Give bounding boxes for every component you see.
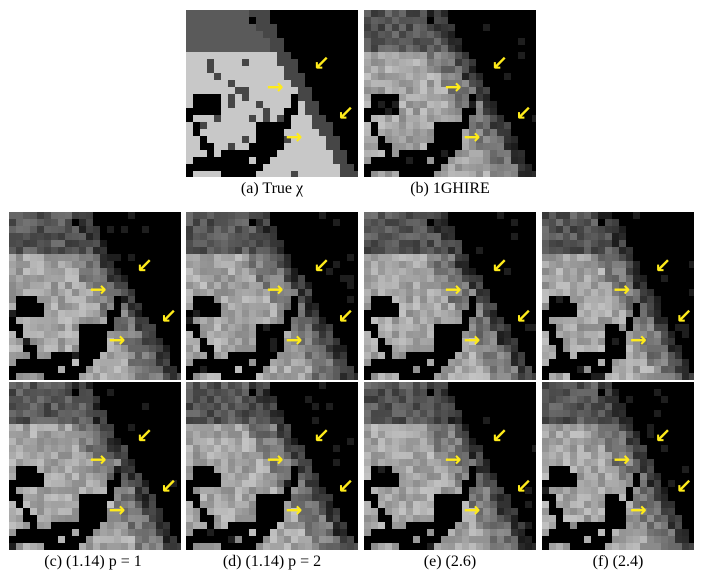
arrow-down-left-icon: ↙: [313, 423, 330, 447]
arrow-right-icon: →: [109, 497, 126, 521]
arrow-down-left-icon: ↙: [337, 304, 354, 328]
panel-f-top: → ↙ → ↙: [542, 212, 694, 380]
panel-image: → ↙ → ↙: [9, 212, 181, 380]
arrow-right-icon: →: [445, 75, 462, 99]
panel-c-bottom: → ↙ → ↙: [9, 382, 181, 550]
arrow-right-icon: →: [464, 497, 481, 521]
panel-f-bottom: → ↙ → ↙: [542, 382, 694, 550]
arrow-down-left-icon: ↙: [313, 253, 330, 277]
arrow-right-icon: →: [286, 497, 303, 521]
panel-image: → ↙ → ↙: [9, 382, 181, 550]
caption-b: (b) 1GHIRE: [410, 180, 490, 197]
arrow-right-icon: →: [464, 125, 481, 149]
panel-image: → ↙ → ↙: [364, 10, 536, 177]
arrow-down-left-icon: ↙: [515, 304, 532, 328]
arrow-down-left-icon: ↙: [491, 253, 508, 277]
arrow-right-icon: →: [630, 497, 647, 521]
panel-b-1ghire: → ↙ → ↙: [364, 10, 536, 177]
panel-image: → ↙ → ↙: [364, 212, 536, 380]
arrow-right-icon: →: [630, 327, 647, 351]
arrow-down-left-icon: ↙: [136, 253, 153, 277]
panel-c-top: → ↙ → ↙: [9, 212, 181, 380]
arrow-right-icon: →: [464, 327, 481, 351]
arrow-down-left-icon: ↙: [491, 51, 508, 75]
arrow-right-icon: →: [267, 75, 284, 99]
arrow-right-icon: →: [613, 277, 630, 301]
arrow-right-icon: →: [267, 447, 284, 471]
panel-image: → ↙ → ↙: [186, 212, 358, 380]
arrow-right-icon: →: [445, 447, 462, 471]
caption-c: (c) (1.14) p = 1: [44, 553, 142, 570]
arrow-down-left-icon: ↙: [654, 253, 671, 277]
arrow-down-left-icon: ↙: [676, 474, 693, 498]
caption-f: (f) (2.4): [592, 553, 644, 570]
caption-d: (d) (1.14) p = 2: [222, 553, 322, 570]
caption-a: (a) True χ: [240, 180, 304, 197]
arrow-down-left-icon: ↙: [337, 101, 354, 125]
panel-image: → ↙ → ↙: [542, 382, 694, 550]
arrow-right-icon: →: [90, 447, 107, 471]
arrow-right-icon: →: [286, 327, 303, 351]
arrow-right-icon: →: [613, 447, 630, 471]
panel-image: → ↙ → ↙: [186, 10, 358, 177]
arrow-down-left-icon: ↙: [491, 423, 508, 447]
arrow-down-left-icon: ↙: [136, 423, 153, 447]
arrow-down-left-icon: ↙: [676, 304, 693, 328]
arrow-down-left-icon: ↙: [515, 474, 532, 498]
arrow-down-left-icon: ↙: [515, 101, 532, 125]
arrow-right-icon: →: [109, 327, 126, 351]
panel-e-bottom: → ↙ → ↙: [364, 382, 536, 550]
panel-image: → ↙ → ↙: [364, 382, 536, 550]
panel-image: → ↙ → ↙: [186, 382, 358, 550]
arrow-down-left-icon: ↙: [313, 51, 330, 75]
panel-a-true-chi: → ↙ → ↙: [186, 10, 358, 177]
arrow-down-left-icon: ↙: [337, 474, 354, 498]
arrow-right-icon: →: [90, 277, 107, 301]
panel-e-top: → ↙ → ↙: [364, 212, 536, 380]
caption-e: (e) (2.6): [423, 553, 477, 570]
arrow-right-icon: →: [445, 277, 462, 301]
arrow-down-left-icon: ↙: [160, 304, 177, 328]
arrow-right-icon: →: [267, 277, 284, 301]
arrow-right-icon: →: [286, 125, 303, 149]
arrow-down-left-icon: ↙: [160, 474, 177, 498]
arrow-down-left-icon: ↙: [654, 423, 671, 447]
panel-d-top: → ↙ → ↙: [186, 212, 358, 380]
panel-image: → ↙ → ↙: [542, 212, 694, 380]
panel-d-bottom: → ↙ → ↙: [186, 382, 358, 550]
